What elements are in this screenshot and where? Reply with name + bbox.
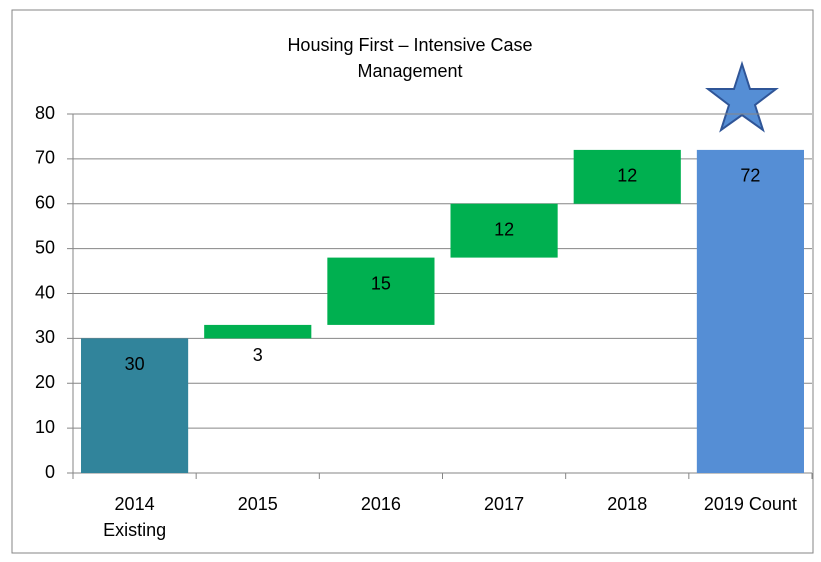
value-label: 3 <box>253 345 263 365</box>
y-tick-label: 70 <box>35 148 55 168</box>
y-tick-label: 20 <box>35 372 55 392</box>
value-label: 30 <box>125 354 145 374</box>
value-label: 15 <box>371 273 391 293</box>
bar <box>204 324 312 339</box>
y-tick-label: 0 <box>45 462 55 482</box>
star-icon <box>705 60 779 133</box>
y-tick-label: 40 <box>35 282 55 302</box>
bar <box>696 149 804 473</box>
x-tick-label: 2018 <box>607 494 648 514</box>
y-tick-label: 60 <box>35 193 55 213</box>
chart-title: Housing First – Intensive Case Managemen… <box>287 35 533 81</box>
y-tick-label: 10 <box>35 417 55 437</box>
y-tick-label: 30 <box>35 327 55 347</box>
bar <box>327 257 435 325</box>
bar <box>573 149 681 204</box>
value-label: 12 <box>617 166 637 186</box>
y-tick-label: 80 <box>35 103 55 123</box>
x-tick-label: 2019 Count <box>703 494 797 514</box>
x-tick-label: 2014 Existing <box>103 494 167 540</box>
y-tick-label: 50 <box>35 237 55 257</box>
value-label: 72 <box>740 166 760 186</box>
x-tick-label: 2016 <box>360 494 401 514</box>
bar <box>450 203 558 258</box>
value-label: 12 <box>494 220 514 240</box>
bar <box>81 338 189 473</box>
x-tick-label: 2015 <box>237 494 278 514</box>
x-tick-label: 2017 <box>484 494 525 514</box>
